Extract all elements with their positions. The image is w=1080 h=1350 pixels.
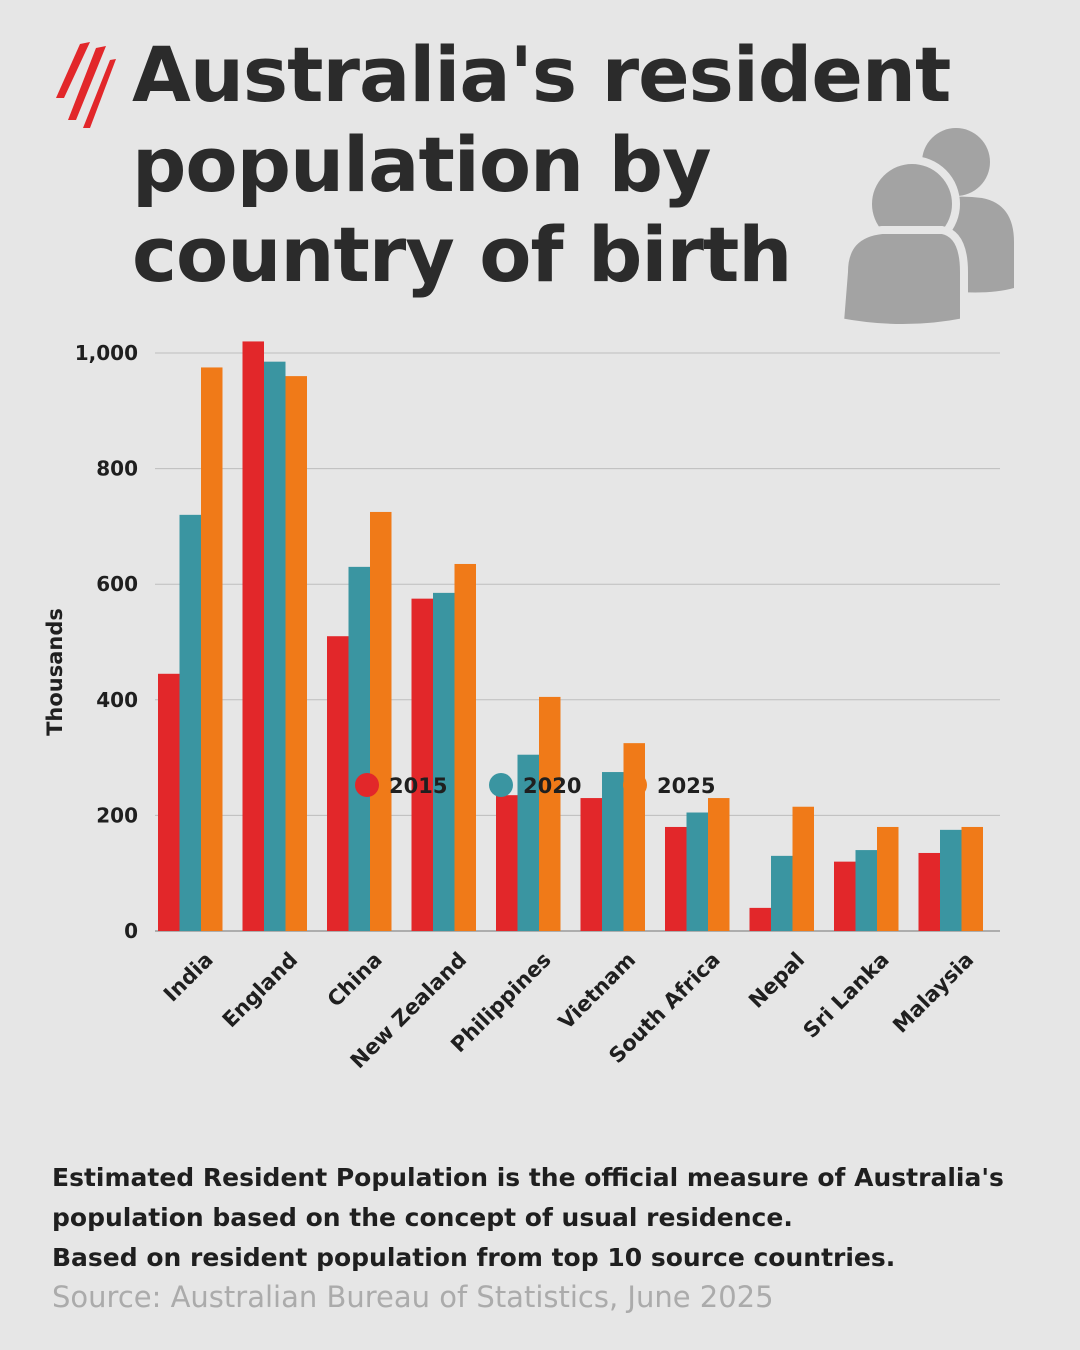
legend-label-2020: 2020 [523,774,581,798]
bar-2015-new-zealand [411,598,433,931]
bar-2025-nepal [792,806,814,931]
bar-2015-south-africa [665,826,687,931]
bar-2015-vietnam [580,798,602,931]
legend-label-2015: 2015 [389,774,447,798]
bar-2020-nepal [771,855,793,931]
bar-2025-china [370,511,392,931]
y-tick-label: 1,000 [75,341,138,365]
source-credit: Source: Australian Bureau of Statistics,… [52,1280,774,1314]
bar-2015-nepal [749,907,771,931]
bar-2015-india [158,673,180,931]
bar-2015-philippines [496,795,518,931]
bar-2025-south-africa [708,798,730,931]
bar-2025-vietnam [623,743,645,931]
footnote: Estimated Resident Population is the off… [52,1158,1042,1278]
bar-2025-philippines [539,696,561,931]
bar-2020-england [264,361,286,931]
bar-2025-malaysia [961,826,983,931]
bar-2020-sri-lanka [855,850,877,931]
y-tick-label: 0 [124,919,138,943]
bar-2020-china [348,566,370,931]
bar-2025-england [285,376,307,931]
bar-2025-sri-lanka [877,826,899,931]
legend-marker-2020 [489,773,513,797]
page-title: Australia's resident population by count… [132,30,951,299]
bar-chart: 0 200 400 600 800 1,000 Thousands India England C… [43,341,1000,1073]
x-tick-label: Nepal [744,948,809,1013]
y-tick-label: 800 [96,457,138,481]
x-tick-label: England [218,948,303,1033]
y-tick-label: 200 [96,803,138,827]
bar-2020-new-zealand [433,592,455,931]
x-tick-label: Sri Lanka [799,948,894,1043]
bar-2020-south-africa [686,812,708,931]
bar-2025-india [201,367,223,931]
footnote-line-1: Estimated Resident Population is the off… [52,1163,1004,1192]
people-icon [835,128,1014,332]
legend-label-2025: 2025 [657,774,715,798]
bar-2020-malaysia [940,829,962,931]
bar-2020-india [179,514,201,931]
footnote-line-2: population based on the concept of usual… [52,1203,793,1232]
sbs-logo-icon [56,42,116,128]
x-tick-label: Vietnam [554,948,641,1035]
bar-2025-new-zealand [454,563,476,931]
x-tick-label: China [323,948,387,1012]
bar-2020-philippines [517,754,539,931]
bar-2020-vietnam [602,772,624,931]
y-axis-label: Thousands [43,608,67,736]
legend-marker-2025 [623,773,647,797]
y-tick-label: 400 [96,688,138,712]
y-tick-label: 600 [96,572,138,596]
bar-2015-england [242,341,264,931]
bar-2015-china [327,636,349,931]
bar-2015-sri-lanka [834,861,856,931]
x-tick-label: Malaysia [888,948,978,1038]
bar-2015-malaysia [918,852,940,931]
footnote-line-3: Based on resident population from top 10… [52,1243,896,1272]
x-tick-label: India [159,948,218,1007]
legend-marker-2015 [355,773,379,797]
